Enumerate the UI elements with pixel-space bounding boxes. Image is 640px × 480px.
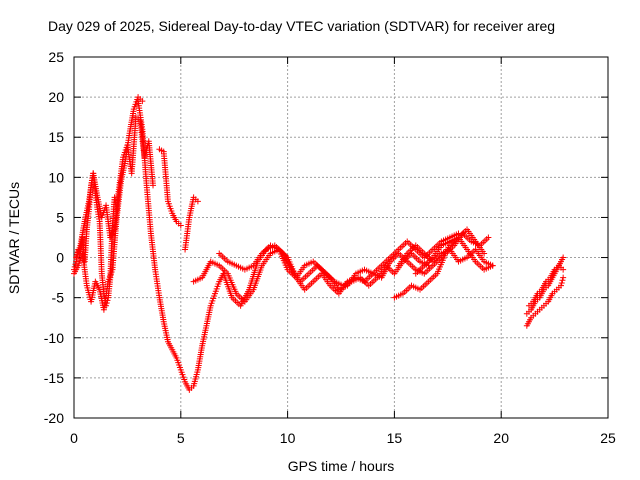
data-point <box>194 198 201 205</box>
data-point <box>558 279 565 286</box>
y-tick-label: -5 <box>52 290 65 306</box>
chart-title: Day 029 of 2025, Sidereal Day-to-day VTE… <box>48 18 555 34</box>
y-tick-label: -20 <box>44 410 64 426</box>
series-early-cluster-c <box>73 114 157 261</box>
series-end-segment-b <box>523 274 567 329</box>
y-tick-label: -15 <box>44 370 64 386</box>
data-point <box>150 182 157 189</box>
axis-ticks: 0 5 10 15 20 25 -20 -15 -10 -5 0 5 10 15 20 25 <box>44 49 616 446</box>
data-point <box>558 282 565 289</box>
grid <box>74 57 608 418</box>
data-point <box>177 222 184 229</box>
y-tick-label: 0 <box>56 250 64 266</box>
x-axis-label: GPS time / hours <box>288 458 395 474</box>
x-tick-label: 5 <box>177 430 185 446</box>
series-early-cluster-b <box>71 94 146 313</box>
y-axis-label: SDTVAR / TECUs <box>6 182 22 294</box>
data-point <box>489 262 496 269</box>
y-tick-label: 15 <box>48 129 64 145</box>
x-tick-label: 20 <box>493 430 509 446</box>
x-tick-label: 0 <box>70 430 78 446</box>
y-tick-label: 5 <box>56 209 64 225</box>
data-point <box>481 250 488 257</box>
x-tick-label: 15 <box>387 430 403 446</box>
data-point <box>560 266 567 273</box>
data-point <box>560 274 567 281</box>
data-point <box>72 261 79 268</box>
y-tick-label: -10 <box>44 330 64 346</box>
x-tick-label: 25 <box>600 430 616 446</box>
y-tick-label: 20 <box>48 89 64 105</box>
series-mid-segment-a <box>156 146 184 229</box>
data-point <box>485 234 492 241</box>
y-tick-label: 25 <box>48 49 64 65</box>
plot-frame <box>73 56 609 419</box>
series-mid-wave-c <box>216 234 496 293</box>
y-tick-label: 10 <box>48 169 64 185</box>
data-points <box>71 94 567 393</box>
series-end-segment-c <box>525 262 567 309</box>
data-point <box>560 254 567 261</box>
series-late-segment-c <box>412 226 488 277</box>
x-tick-label: 10 <box>280 430 296 446</box>
series-mid-segment-b <box>182 194 201 253</box>
data-point <box>559 277 566 284</box>
